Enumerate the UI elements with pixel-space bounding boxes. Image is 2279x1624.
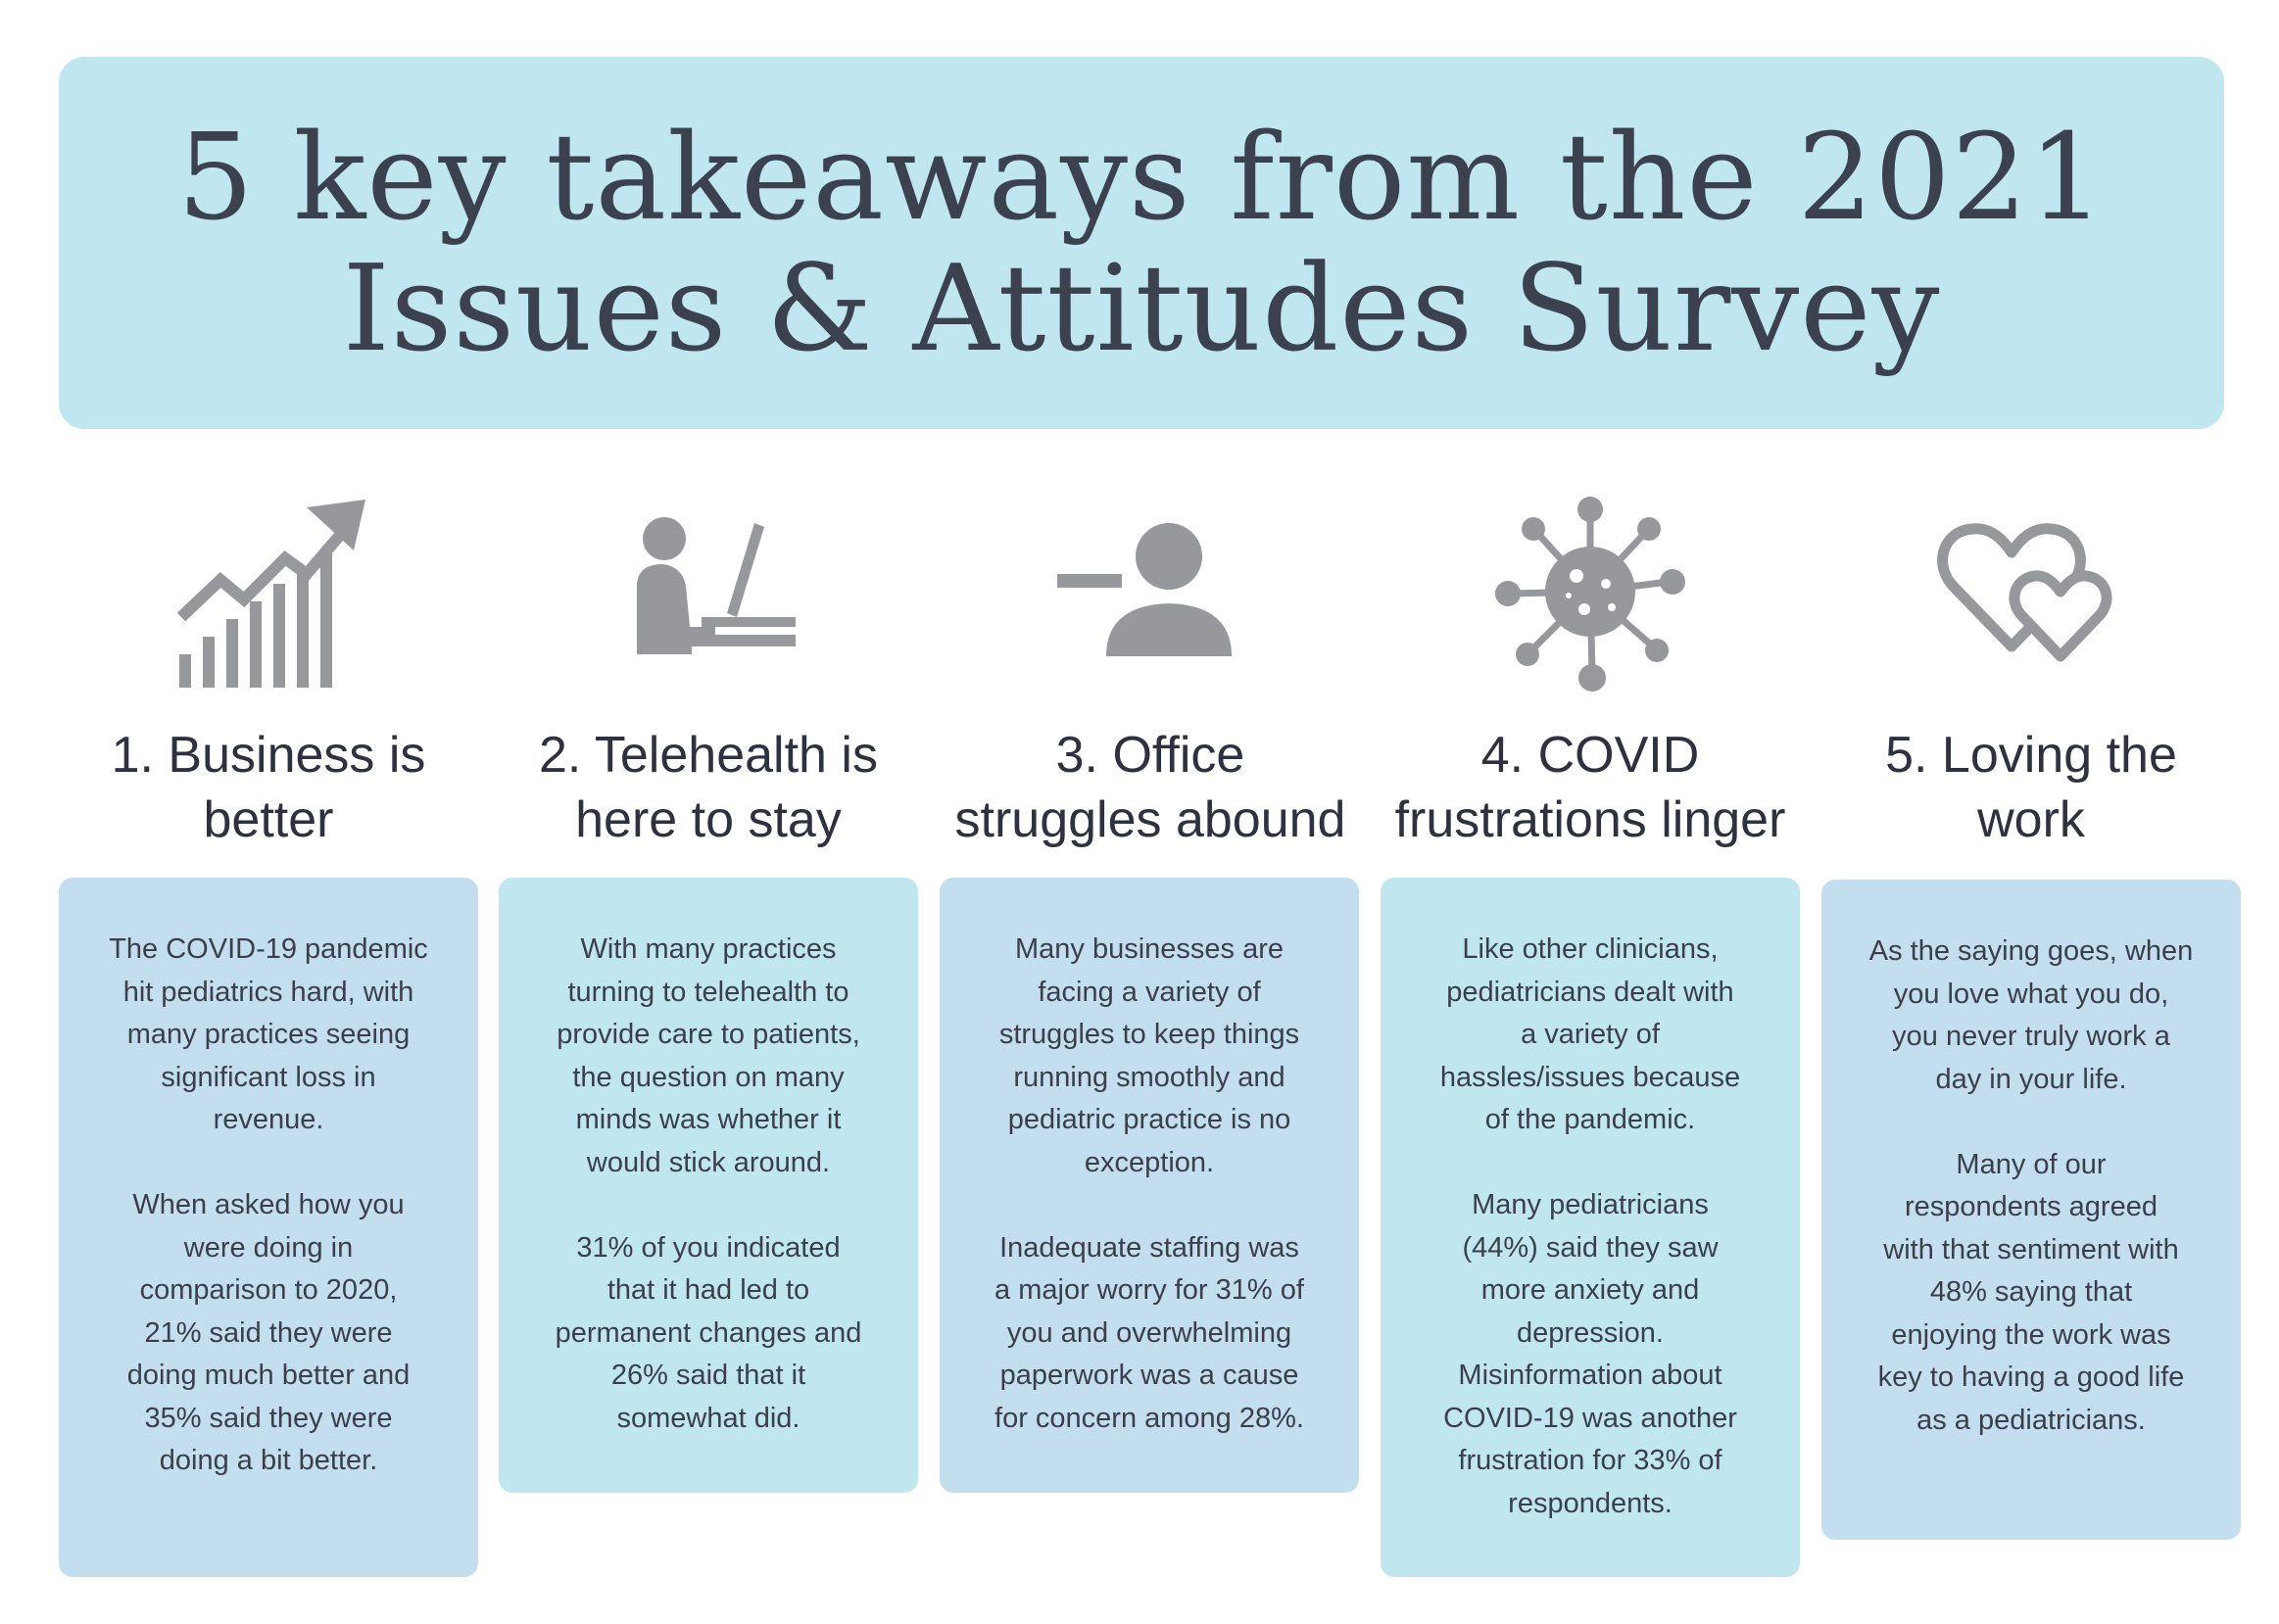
card-line: you and overwhelming xyxy=(1006,1316,1292,1349)
card-line: The COVID-19 pandemic xyxy=(109,933,428,965)
takeaway-5-heading: 5. Loving the work xyxy=(1885,727,2177,848)
card-line: 31% of you indicated xyxy=(576,1231,841,1264)
card-line: you love what you do, xyxy=(1893,978,2169,1010)
card-line: When asked how you xyxy=(132,1189,405,1220)
card-line: turning to telehealth to xyxy=(567,976,849,1008)
takeaway-3-card: Many businesses are facing a variety of … xyxy=(940,878,1359,1493)
card-line: would stick around. xyxy=(586,1146,831,1178)
card-line: Like other clinicians, xyxy=(1462,933,1719,965)
card-line: permanent changes and xyxy=(555,1316,862,1349)
card-line: doing a bit better. xyxy=(159,1445,378,1476)
card-line: for concern among 28%. xyxy=(994,1402,1304,1434)
takeaway-4-heading: 4. COVID frustrations linger xyxy=(1394,727,1786,848)
card-line: as a pediatricians. xyxy=(1916,1404,2146,1436)
card-line: Misinformation about xyxy=(1458,1360,1722,1391)
card-line: pediatricians dealt with xyxy=(1446,976,1734,1008)
card-line: struggles to keep things xyxy=(998,1019,1300,1050)
card-line: Many pediatricians xyxy=(1472,1189,1709,1220)
title-banner: 5 key takeaways from the 2021 Issues & A… xyxy=(59,57,2224,429)
takeaway-5-card: As the saying goes, when you love what y… xyxy=(1821,880,2241,1540)
card-line: doing much better and xyxy=(126,1360,411,1391)
card-line: pediatric practice is no xyxy=(1007,1104,1291,1135)
card-line: With many practices xyxy=(580,933,837,965)
card-line: day in your life. xyxy=(1935,1063,2127,1095)
card-line: 48% saying that xyxy=(1929,1276,2133,1308)
card-line: exception. xyxy=(1084,1146,1215,1178)
card-line: Many of our xyxy=(1956,1148,2107,1180)
two-hearts-icon xyxy=(1923,490,2139,695)
takeaway-2-heading: 2. Telehealth is here to stay xyxy=(539,727,878,848)
card-line: somewhat did. xyxy=(616,1402,800,1434)
card-line: respondents agreed xyxy=(1905,1191,2158,1222)
card-line: minds was whether it xyxy=(575,1104,842,1135)
card-line: were doing in xyxy=(183,1231,354,1264)
card-line: the question on many xyxy=(572,1061,845,1093)
title-line-2: Issues & Attitudes Survey xyxy=(342,239,1941,378)
card-line: comparison to 2020, xyxy=(139,1274,398,1306)
virus-icon xyxy=(1482,490,1698,695)
takeaway-2-card: With many practices turning to telehealt… xyxy=(499,878,918,1493)
card-line: 26% said that it xyxy=(610,1360,806,1391)
card-line: a major worry for 31% of xyxy=(994,1274,1304,1306)
card-line: that it had led to xyxy=(606,1274,810,1306)
takeaway-1-heading: 1. Business is better xyxy=(111,727,426,848)
card-line: more anxiety and xyxy=(1480,1274,1700,1306)
card-line: with that sentiment with xyxy=(1883,1233,2179,1266)
card-line: As the saying goes, when xyxy=(1868,935,2194,967)
card-line: hit pediatrics hard, with xyxy=(122,976,414,1008)
card-line: hassles/issues because xyxy=(1439,1061,1741,1093)
card-line: enjoying the work was xyxy=(1891,1318,2171,1351)
card-line: significant loss in xyxy=(161,1061,376,1093)
card-line: depression. xyxy=(1517,1316,1664,1349)
card-line: you never truly work a xyxy=(1892,1021,2170,1052)
growth-chart-icon xyxy=(160,490,375,695)
card-line: revenue. xyxy=(213,1104,324,1135)
takeaway-1-card: The COVID-19 pandemic hit pediatrics har… xyxy=(59,878,478,1577)
card-line: COVID-19 was another xyxy=(1443,1402,1737,1434)
card-line: many practices seeing xyxy=(126,1019,411,1050)
takeaway-3-heading: 3. Office struggles abound xyxy=(954,727,1346,848)
card-line: (44%) said they saw xyxy=(1462,1231,1719,1264)
title-line-1: 5 key takeaways from the 2021 xyxy=(177,108,2106,247)
card-line: 21% said they were xyxy=(144,1316,393,1349)
card-line: of the pandemic. xyxy=(1484,1104,1696,1135)
takeaway-4-card: Like other clinicians, pediatricians dea… xyxy=(1381,878,1800,1577)
card-line: key to having a good life xyxy=(1877,1361,2185,1393)
card-line: running smoothly and xyxy=(1013,1061,1285,1093)
card-line: Inadequate staffing was xyxy=(999,1231,1299,1264)
card-line: respondents. xyxy=(1508,1487,1673,1519)
card-line: a variety of xyxy=(1521,1019,1660,1050)
remove-user-icon xyxy=(1042,490,1257,695)
card-line: provide care to patients, xyxy=(557,1019,860,1050)
card-line: paperwork was a cause xyxy=(999,1360,1299,1391)
card-line: Many businesses are xyxy=(1014,933,1285,965)
person-at-computer-icon xyxy=(600,490,815,695)
card-line: frustration for 33% of xyxy=(1458,1445,1722,1476)
card-line: 35% said they were xyxy=(144,1402,393,1434)
card-line: facing a variety of xyxy=(1038,976,1261,1008)
